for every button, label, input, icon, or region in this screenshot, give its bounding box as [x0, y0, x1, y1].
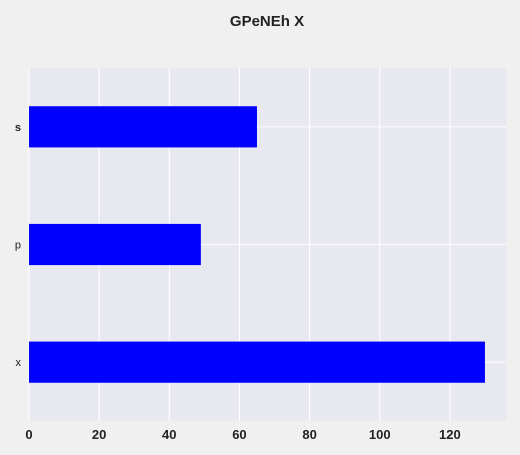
- x-tick-label: 40: [162, 427, 176, 442]
- bar-p: [29, 223, 201, 266]
- bars: [29, 106, 485, 383]
- x-tick-label: 80: [302, 427, 316, 442]
- x-tick-label: 100: [369, 427, 391, 442]
- chart-title: GPeNEh X: [230, 13, 304, 30]
- y-tick-label-s: s: [15, 122, 21, 134]
- y-tick-label-p: p: [15, 240, 21, 252]
- bar-x: [29, 341, 485, 383]
- x-tick-label: 120: [439, 427, 461, 442]
- bar-s: [29, 106, 257, 148]
- x-tick-label: 60: [232, 427, 246, 442]
- y-axis-ticks: s p x: [15, 122, 22, 369]
- y-tick-label-x: x: [16, 357, 22, 369]
- x-axis-ticks: 0 20 40 60 80 100 120: [25, 427, 460, 442]
- x-tick-label: 0: [25, 427, 32, 442]
- x-tick-label: 20: [92, 427, 106, 442]
